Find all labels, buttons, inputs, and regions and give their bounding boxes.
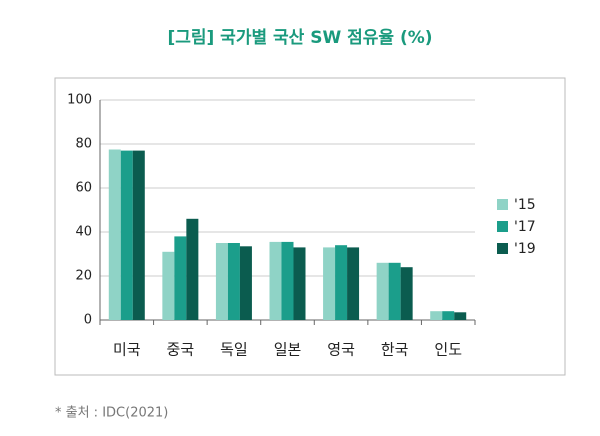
x-tick-label: 인도: [434, 341, 462, 359]
bar: [442, 311, 455, 320]
y-tick-label: 80: [75, 137, 92, 152]
bar: [162, 251, 175, 320]
bar: [120, 150, 133, 320]
legend-label: '19: [514, 241, 536, 257]
x-tick-label: 일본: [274, 341, 302, 359]
y-tick-label: 60: [75, 181, 92, 196]
bar: [400, 267, 413, 320]
x-tick-label: 한국: [381, 341, 409, 359]
bar: [174, 236, 187, 320]
bar: [108, 149, 121, 320]
legend-label: '17: [514, 219, 536, 235]
chart-frame: [54, 77, 566, 376]
bar: [376, 262, 389, 320]
legend-swatch: [497, 243, 508, 254]
y-tick-label: 0: [84, 313, 92, 328]
x-tick-label: 독일: [220, 341, 248, 359]
y-tick-label: 40: [75, 225, 92, 240]
legend-swatch: [497, 199, 508, 210]
bar: [454, 312, 467, 320]
bar: [293, 247, 306, 320]
y-tick-label: 100: [67, 93, 92, 108]
x-tick-label: 중국: [167, 341, 195, 359]
source-note: * 출처 : IDC(2021): [55, 406, 168, 421]
bar: [335, 245, 348, 320]
x-tick-label: 미국: [113, 341, 141, 359]
x-tick-label: 영국: [327, 341, 355, 359]
y-tick-label: 20: [75, 269, 92, 284]
bar: [186, 218, 199, 320]
bar: [388, 262, 401, 320]
legend-swatch: [497, 221, 508, 232]
bar: [323, 247, 336, 320]
bar: [430, 311, 443, 320]
bar: [215, 243, 228, 320]
bar: [281, 241, 294, 320]
bar: [269, 241, 282, 320]
bar: [227, 243, 240, 320]
bar: [132, 150, 145, 320]
bar: [347, 247, 360, 320]
chart-title: [그림] 국가별 국산 SW 점유율 (%): [167, 28, 432, 48]
legend-label: '15: [514, 197, 536, 213]
bar: [239, 246, 252, 320]
